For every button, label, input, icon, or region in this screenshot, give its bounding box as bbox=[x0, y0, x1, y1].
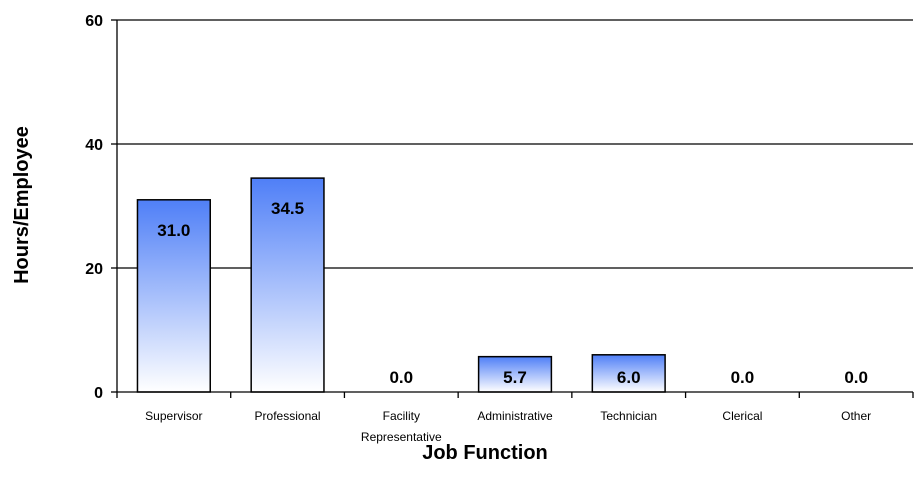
y-tick-label: 0 bbox=[94, 385, 103, 402]
x-axis-title: Job Function bbox=[422, 442, 548, 464]
bars bbox=[136, 177, 666, 393]
data-label: 0.0 bbox=[731, 368, 755, 387]
data-label: 0.0 bbox=[844, 368, 868, 387]
x-tick-label: Administrative bbox=[477, 409, 553, 423]
y-tick-label: 60 bbox=[85, 13, 103, 30]
x-tick-label: Supervisor bbox=[145, 409, 202, 423]
data-label: 5.7 bbox=[503, 368, 527, 387]
bar bbox=[250, 177, 325, 393]
x-tick-label: Other bbox=[841, 409, 871, 423]
x-tick-label: Professional bbox=[255, 409, 321, 423]
data-label: 31.0 bbox=[157, 221, 190, 240]
x-tick-label: Facility Representative bbox=[361, 409, 442, 444]
data-label: 0.0 bbox=[389, 368, 413, 387]
axes bbox=[111, 19, 914, 398]
bar bbox=[136, 199, 211, 393]
x-tick-label: Clerical bbox=[722, 409, 762, 423]
data-label: 6.0 bbox=[617, 368, 641, 387]
y-axis-title: Hours/Employee bbox=[11, 126, 33, 284]
x-tick-label: Technician bbox=[600, 409, 657, 423]
bar bbox=[477, 355, 553, 393]
y-tick-label: 40 bbox=[85, 137, 103, 154]
data-label: 34.5 bbox=[271, 199, 304, 218]
labels: 0 20 40 60 31.0 Supervisor 34.5 Professional 0.0… bbox=[85, 13, 871, 444]
y-tick-label: 20 bbox=[85, 261, 103, 278]
gridlines bbox=[117, 19, 913, 269]
